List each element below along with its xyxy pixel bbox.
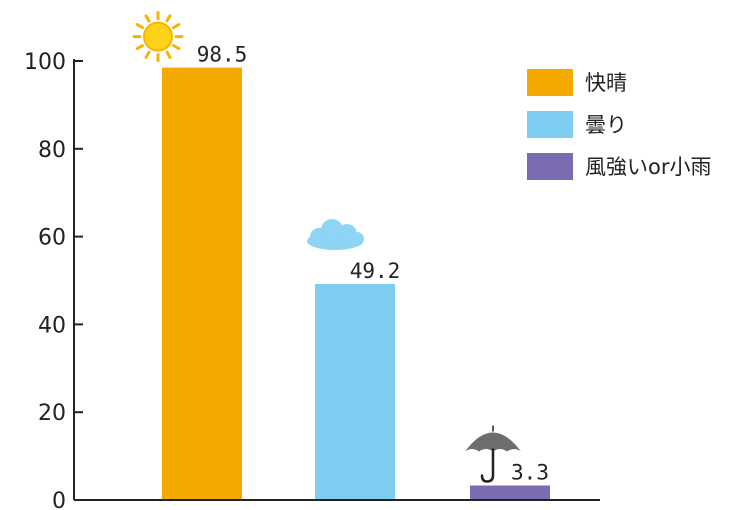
- y-tick-label: 20: [38, 401, 66, 426]
- bar-1: [162, 67, 242, 501]
- legend-label: 快晴: [585, 71, 627, 95]
- y-tick-label: 60: [38, 226, 66, 251]
- cloud-icon: [307, 219, 364, 251]
- weather-icons: [132, 11, 521, 483]
- bar-3: [470, 485, 550, 500]
- legend-swatch: [527, 68, 573, 96]
- data-label: 98.5: [197, 43, 248, 67]
- sun-icon: [132, 11, 184, 63]
- y-tick-label: 40: [38, 313, 66, 338]
- y-tick-label: 80: [38, 138, 66, 163]
- umbrella-icon: [465, 425, 521, 483]
- data-label: 3.3: [511, 461, 549, 485]
- legend-item: 風強いor小雨: [527, 148, 711, 184]
- legend: 快晴曇り風強いor小雨: [527, 64, 711, 190]
- bars: [162, 67, 550, 501]
- legend-swatch: [527, 152, 573, 180]
- legend-swatch: [527, 110, 573, 138]
- bar-2: [315, 284, 395, 500]
- y-tick-label: 100: [24, 50, 66, 75]
- legend-item: 快晴: [527, 64, 711, 100]
- y-axis: 0 20 40 60 80 100: [24, 50, 83, 510]
- legend-label: 曇り: [585, 113, 627, 137]
- legend-item: 曇り: [527, 106, 711, 142]
- y-tick-label: 0: [52, 489, 66, 510]
- data-labels: 98.5 49.2 3.3: [197, 43, 549, 485]
- data-label: 49.2: [350, 259, 401, 283]
- legend-label: 風強いor小雨: [585, 155, 712, 179]
